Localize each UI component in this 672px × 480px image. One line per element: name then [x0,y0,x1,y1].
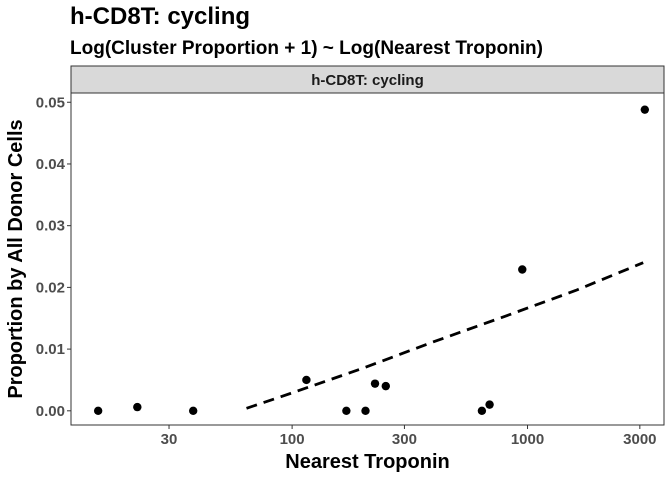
x-tick-label: 3000 [623,431,656,448]
trend-line-group [246,261,644,410]
y-tick-label: 0.05 [36,94,65,111]
facet-strip-label: h-CD8T: cycling [311,72,424,89]
data-point [342,406,351,416]
y-axis-title: Proportion by All Donor Cells [5,119,27,398]
x-tick-label: 100 [280,431,305,448]
x-tick-label: 30 [161,431,178,448]
data-point [477,406,487,416]
x-axis: 30 100 300 1000 3000 [161,425,657,448]
data-point [518,265,527,274]
data-point [133,402,142,412]
data-point [381,381,390,391]
plot-panel [70,92,665,426]
x-axis-title: Nearest Troponin [285,451,449,473]
x-tick-label: 1000 [511,431,544,448]
data-point [361,406,370,416]
x-tick-label: 300 [392,431,417,448]
data-point [302,375,311,385]
chart-subtitle: Log(Cluster Proportion + 1) ~ Log(Neares… [70,38,543,59]
data-points [93,105,650,416]
data-point [370,379,380,388]
y-tick-label: 0.04 [36,156,66,173]
y-tick-label: 0.03 [36,218,65,235]
y-tick-label: 0.01 [36,341,65,358]
y-axis: 0.00 0.01 0.02 0.03 0.04 0.05 [36,94,71,420]
data-point [93,406,103,416]
facet-strip: h-CD8T: cycling [70,65,665,94]
data-point [188,406,198,416]
y-tick-label: 0.02 [36,279,65,296]
trend-line [246,261,644,410]
data-point [640,105,650,114]
facet-strip-background [70,65,665,94]
y-tick-label: 0.00 [36,403,65,420]
data-point [485,400,494,409]
chart-title: h-CD8T: cycling [70,3,250,30]
